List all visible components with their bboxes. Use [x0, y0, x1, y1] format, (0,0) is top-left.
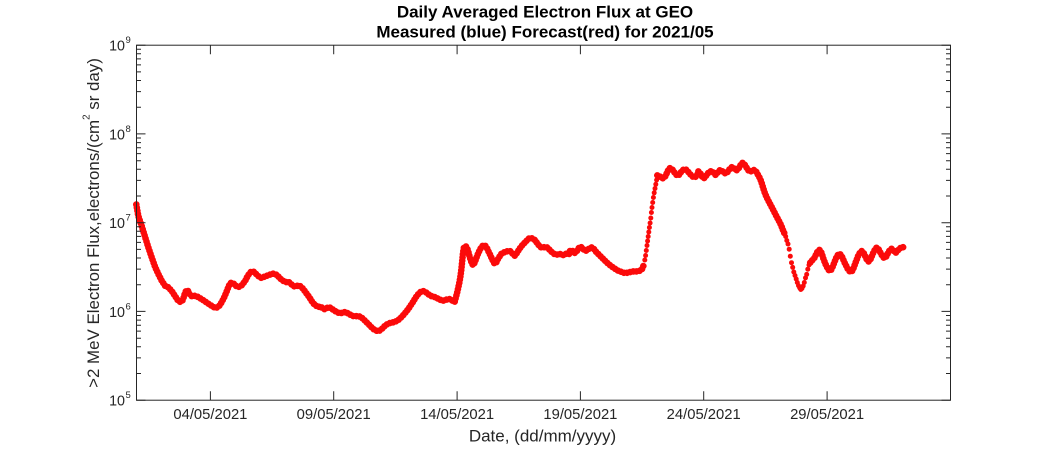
- svg-text:29/05/2021: 29/05/2021: [790, 407, 864, 423]
- svg-text:04/05/2021: 04/05/2021: [173, 407, 247, 423]
- svg-text:Measured (blue) Forecast(red): Measured (blue) Forecast(red) for 2021/0…: [376, 23, 713, 42]
- svg-text:10: 10: [109, 216, 125, 232]
- svg-text:10: 10: [109, 394, 125, 410]
- svg-text:8: 8: [126, 124, 131, 135]
- svg-text:7: 7: [126, 213, 131, 224]
- svg-text:Daily Averaged Electron Flux a: Daily Averaged Electron Flux at GEO: [397, 3, 693, 22]
- svg-text:09/05/2021: 09/05/2021: [297, 407, 371, 423]
- svg-text:10: 10: [109, 127, 125, 143]
- svg-text:10: 10: [109, 39, 125, 55]
- svg-text:19/05/2021: 19/05/2021: [543, 407, 617, 423]
- svg-text:9: 9: [126, 35, 131, 46]
- svg-text:14/05/2021: 14/05/2021: [420, 407, 494, 423]
- svg-text:Date, (dd/mm/yyyy): Date, (dd/mm/yyyy): [469, 426, 616, 445]
- svg-text:>2 MeV Electron Flux,electrons: >2 MeV Electron Flux,electrons/(cm2 sr d…: [82, 58, 104, 388]
- svg-text:10: 10: [109, 305, 125, 321]
- svg-text:5: 5: [126, 390, 131, 401]
- svg-text:6: 6: [126, 301, 131, 312]
- svg-text:24/05/2021: 24/05/2021: [667, 407, 741, 423]
